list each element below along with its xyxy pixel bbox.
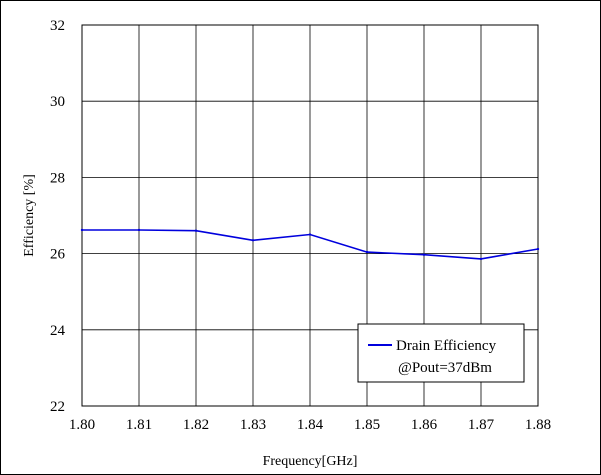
legend: Drain Efficiency @Pout=37dBm (357, 323, 525, 383)
data-point (308, 233, 312, 236)
y-tick-label: 30 (50, 94, 65, 110)
plot-area-border (81, 24, 539, 407)
data-point (251, 239, 255, 242)
x-axis-title: Frequency[GHz] (263, 454, 358, 469)
data-point (479, 257, 483, 261)
x-axis-ticks: 1.80 1.81 1.82 1.83 1.84 1.85 1.86 1.87 1.88 (69, 417, 551, 433)
y-tick-label: 28 (50, 170, 65, 186)
y-tick-label: 26 (50, 247, 66, 263)
data-point (80, 228, 84, 232)
data-point (194, 229, 198, 232)
series-layer (80, 228, 540, 261)
x-tick-label: 1.88 (525, 417, 551, 433)
x-tick-label: 1.85 (354, 417, 380, 433)
x-tick-label: 1.87 (468, 417, 495, 433)
x-tick-label: 1.81 (126, 417, 152, 433)
grid (81, 24, 539, 407)
data-point (137, 228, 141, 232)
x-tick-label: 1.86 (411, 417, 438, 433)
data-point (365, 250, 369, 254)
x-tick-label: 1.83 (240, 417, 266, 433)
y-tick-label: 32 (50, 18, 65, 34)
legend-sublabel-pout: @Pout=37dBm (398, 360, 492, 376)
y-axis-ticks: 22 24 26 28 30 32 (50, 18, 66, 415)
x-tick-label: 1.80 (69, 417, 95, 433)
y-axis-title: Efficiency [%] (22, 174, 37, 257)
x-tick-label: 1.84 (297, 417, 324, 433)
x-tick-label: 1.82 (183, 417, 209, 433)
y-tick-label: 24 (50, 323, 66, 339)
y-tick-label: 22 (50, 399, 65, 415)
legend-box (357, 323, 525, 383)
data-point (536, 247, 540, 251)
legend-label-drain-efficiency: Drain Efficiency (396, 338, 497, 354)
data-point (422, 253, 426, 256)
